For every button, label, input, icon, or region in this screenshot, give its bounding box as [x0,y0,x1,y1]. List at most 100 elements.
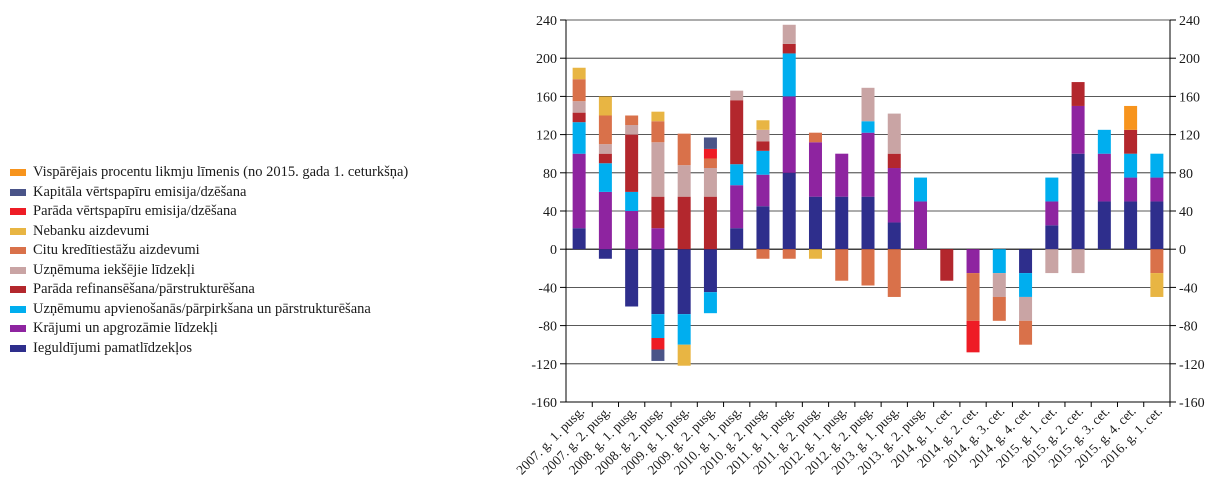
bar-segment [756,151,769,175]
bar-segment [651,349,664,360]
bar-segment [651,142,664,196]
bar-segment [1124,130,1137,154]
y-tick-label-right: -160 [1179,396,1205,411]
bar-segment [1072,106,1085,154]
bar-segment [1124,106,1137,130]
bar-segment [704,158,717,168]
bar-segment [651,228,664,249]
bar-segment [756,249,769,259]
bar-segment [835,249,848,281]
bar-segment [573,113,586,123]
y-tick-label-left: 120 [536,129,557,144]
bar-segment [730,91,743,101]
bar-segment [573,68,586,79]
bar-segment [625,249,638,306]
bar-segment [573,101,586,112]
bar-segment [756,130,769,141]
bar-segment [704,137,717,148]
bar-segment [783,25,796,44]
bar-segment [599,249,612,259]
bar-segment [1098,154,1111,202]
bar-segment [678,345,691,366]
bar-segment [573,154,586,228]
bar-segment [1072,249,1085,273]
bar-segment [967,249,980,273]
bar-segment [625,192,638,211]
bar-segment [967,273,980,321]
bar-segment [599,144,612,154]
bar-segment [704,168,717,197]
bar-segment [651,249,664,314]
y-tick-label-left: 240 [536,14,557,29]
bar-segment [678,314,691,345]
bar-segment [862,88,875,121]
y-tick-label-right: -40 [1179,281,1198,296]
bar-segment [993,297,1006,321]
bar-segment [888,154,901,168]
bar-segment [1098,201,1111,249]
bar-segment [862,197,875,250]
bar-segment [730,228,743,249]
bar-segment [1072,154,1085,250]
y-tick-label-left: -40 [538,281,557,296]
y-tick-label-left: 160 [536,90,557,105]
bar-segment [651,121,664,142]
bar-segment [1150,154,1163,178]
bar-segment [704,249,717,292]
bar-segment [599,116,612,145]
bar-segment [862,133,875,197]
bar-segment [599,192,612,249]
bar-segment [1150,249,1163,273]
bar-segment [1150,273,1163,297]
y-tick-label-right: 40 [1179,205,1193,220]
bar-segment [678,197,691,250]
bar-segment [888,114,901,154]
bar-segment [1124,201,1137,249]
bar-segment [1150,201,1163,249]
bar-segment [756,120,769,130]
bar-segment [1045,225,1058,249]
bar-segment [783,173,796,249]
bar-segment [783,249,796,259]
bar-segment [835,154,848,197]
bar-segment [835,197,848,250]
y-tick-label-left: -160 [531,396,557,411]
bar-segment [783,53,796,96]
y-tick-label-right: -80 [1179,320,1198,335]
bar-segment [756,141,769,151]
bar-segment [888,222,901,249]
bar-segment [1045,249,1058,273]
bar-segment [888,249,901,297]
bar-segment [651,197,664,229]
bar-segment [1019,297,1032,321]
y-tick-label-right: 200 [1179,52,1200,67]
y-tick-label-right: 240 [1179,14,1200,29]
bar-segment [1019,249,1032,273]
bar-segment [1045,201,1058,225]
bar-segment [1098,130,1111,154]
bar-segment [809,142,822,196]
y-tick-label-left: 80 [543,167,557,182]
bar-segment [783,44,796,54]
bar-segment [704,197,717,250]
bar-segment [1124,178,1137,202]
bar-segment [678,165,691,197]
bar-segment [730,100,743,164]
bar-segment [730,164,743,185]
bar-segment [1072,82,1085,106]
bar-segment [651,338,664,349]
bar-segment [993,249,1006,273]
y-tick-label-left: 0 [550,243,557,258]
bar-segment [625,211,638,249]
y-tick-label-left: 40 [543,205,557,220]
bar-segment [783,96,796,172]
bar-segment [809,133,822,143]
bar-segment [967,321,980,353]
bar-segment [625,125,638,135]
bar-segment [730,185,743,228]
y-tick-label-left: 200 [536,52,557,67]
bar-segment [651,314,664,338]
bar-segment [599,163,612,192]
y-tick-label-right: -120 [1179,358,1205,373]
